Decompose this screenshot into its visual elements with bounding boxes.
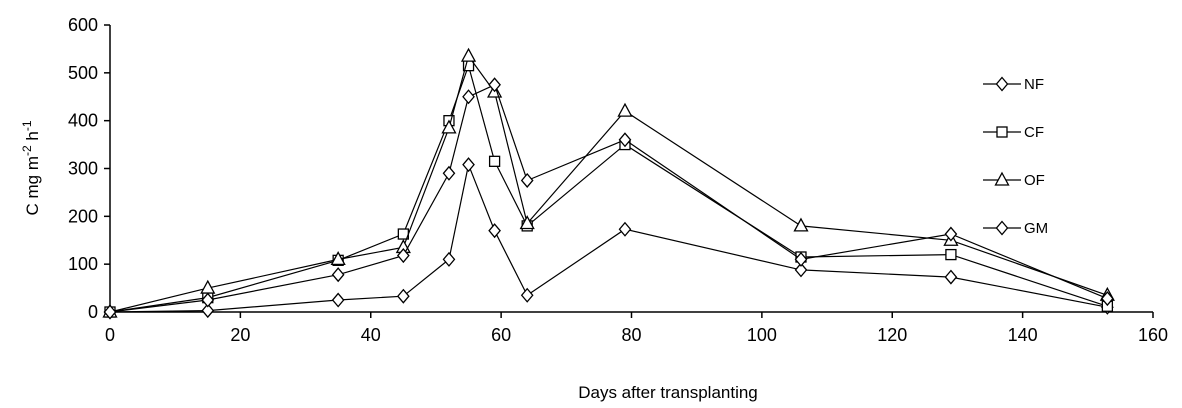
series-nf-line [109,162,1108,313]
y-axis-title-sup-1: -2 [20,145,34,156]
legend-item-gm: GM [983,220,1048,237]
y-axis-title-base: C mg m [23,156,42,216]
legend-label: NF [1024,76,1044,93]
x-tick-label: 160 [1138,325,1168,345]
series-gm-point [442,165,456,181]
series-nf-point [618,221,632,237]
series-gm-point [944,226,958,242]
legend-swatch-marker [995,76,1009,92]
x-tick-label: 140 [1008,325,1038,345]
y-axis-ticks: 0 100 200 300 400 500 600 [68,15,110,322]
series-of-point [460,47,477,62]
legend: NF CF OF GM [983,76,1048,237]
x-tick-label: 100 [747,325,777,345]
series-of-point [793,217,809,232]
series-gm [103,77,1114,320]
series-nf-point [944,269,958,285]
series-nf-point [201,303,215,319]
y-tick-label: 600 [68,15,98,35]
series-cf-point [488,155,501,167]
series-of-point [441,119,457,134]
x-tick-label: 120 [877,325,907,345]
series-of-line [109,54,1108,313]
series-gm-point [201,292,215,308]
series-nf-point [488,223,501,239]
y-tick-label: 500 [68,63,98,83]
x-axis-title: Days after transplanting [578,383,758,402]
series-nf-point [794,262,808,278]
y-axis-title: C mg m-2 h-1 [20,120,42,215]
y-axis-title-unit: h [23,131,42,145]
x-tick-label: 80 [621,325,641,345]
series-gm-point [794,251,808,267]
series-layer [102,47,1115,320]
series-gm-line [109,83,1108,313]
plot-area [109,25,1153,313]
legend-label: CF [1024,124,1044,141]
series-of-point [330,251,346,266]
series-nf-point [442,251,456,267]
series-gm-point [520,172,534,188]
series-gm-point [331,267,345,283]
legend-label: GM [1024,220,1048,237]
y-tick-label: 200 [68,206,98,226]
legend-item-nf: NF [983,76,1044,93]
x-tick-label: 20 [230,325,250,345]
legend-swatch-marker [994,171,1010,186]
legend-swatch-marker [996,126,1008,138]
x-tick-label: 60 [491,325,511,345]
legend-swatch-marker [995,220,1009,236]
series-nf-point [520,287,534,303]
x-axis-ticks: 0 20 40 60 80 100 120 140 160 [105,312,1168,345]
legend-item-cf: CF [983,124,1044,141]
y-tick-label: 100 [68,254,98,274]
legend-label: OF [1024,172,1045,189]
series-nf-point [331,292,345,308]
series-gm-point [618,132,632,148]
series-gm-point [462,89,475,105]
series-gm-point [1101,291,1114,307]
y-tick-label: 0 [88,302,98,322]
series-cf-line [109,63,1108,313]
x-tick-label: 40 [361,325,381,345]
y-tick-label: 400 [68,111,98,131]
x-tick-label: 0 [105,325,115,345]
series-of-point [617,102,633,117]
series-of [102,47,1115,318]
series-nf-point [396,288,410,304]
y-axis-title-sup-2: -1 [20,120,34,131]
series-gm-point [488,77,501,93]
legend-item-of: OF [983,171,1045,189]
series-gm-point [103,304,117,320]
series-nf-point [462,157,475,173]
series-gm-point [396,248,410,264]
y-tick-label: 300 [68,159,98,179]
series-of-point [519,215,535,230]
series-nf [103,157,1114,320]
series-cf-point [945,248,957,261]
